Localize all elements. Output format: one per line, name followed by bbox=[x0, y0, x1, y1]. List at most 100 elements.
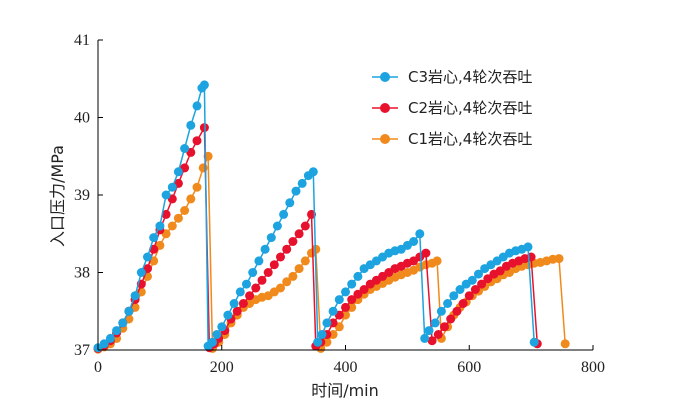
data-point bbox=[155, 221, 165, 231]
data-point bbox=[313, 337, 323, 347]
ticks: 0 200 400 600 800 37 38 39 40 41 bbox=[74, 32, 605, 376]
data-point bbox=[328, 330, 338, 339]
x-tick-label: 800 bbox=[581, 359, 605, 376]
data-point bbox=[192, 136, 202, 146]
data-point bbox=[217, 322, 227, 332]
data-point bbox=[124, 306, 134, 316]
x-axis-title: 时间/min bbox=[311, 381, 379, 400]
data-point bbox=[276, 252, 285, 262]
data-point bbox=[272, 221, 282, 231]
data-point bbox=[180, 206, 190, 215]
y-axis-title: 入口压力/MPa bbox=[48, 145, 67, 247]
data-point bbox=[212, 330, 222, 339]
data-point bbox=[474, 269, 483, 279]
data-point bbox=[458, 299, 468, 308]
data-point bbox=[282, 244, 292, 254]
data-point bbox=[248, 268, 258, 277]
data-point bbox=[432, 256, 442, 266]
data-point bbox=[415, 229, 425, 239]
data-point bbox=[105, 333, 115, 343]
data-point bbox=[297, 178, 307, 188]
data-point bbox=[180, 144, 190, 153]
data-point bbox=[235, 287, 245, 297]
legend-label: C1岩心,4轮次吞吐 bbox=[408, 130, 532, 148]
data-point bbox=[347, 295, 357, 305]
y-tick-label: 41 bbox=[74, 32, 90, 49]
data-point bbox=[470, 285, 480, 294]
data-point bbox=[167, 182, 177, 192]
legend-marker bbox=[380, 134, 390, 144]
data-point bbox=[424, 326, 434, 336]
data-point bbox=[347, 279, 357, 289]
data-point bbox=[455, 285, 465, 294]
data-point bbox=[186, 120, 196, 130]
data-point bbox=[477, 279, 487, 289]
legend: C3岩心,4轮次吞吐 C2岩心,4轮次吞吐 C1岩心,4轮次吞吐 bbox=[372, 68, 532, 148]
data-point bbox=[322, 318, 332, 328]
data-point bbox=[353, 271, 363, 281]
data-point bbox=[263, 268, 273, 277]
data-point bbox=[285, 198, 295, 208]
data-point bbox=[294, 229, 304, 239]
data-point bbox=[229, 299, 239, 308]
data-point bbox=[173, 213, 183, 223]
data-point bbox=[282, 277, 292, 287]
x-tick-label: 200 bbox=[210, 359, 234, 376]
data-point bbox=[420, 333, 430, 343]
data-point bbox=[288, 271, 298, 281]
data-point bbox=[467, 275, 477, 285]
data-point bbox=[288, 237, 298, 246]
data-point bbox=[161, 209, 171, 219]
data-point bbox=[446, 314, 456, 324]
legend-label: C3岩心,4轮次吞吐 bbox=[408, 68, 532, 86]
data-point bbox=[167, 221, 177, 231]
legend-marker bbox=[380, 72, 390, 82]
data-point bbox=[199, 80, 209, 90]
data-point bbox=[421, 248, 431, 258]
data-point bbox=[341, 287, 350, 297]
data-point bbox=[291, 186, 301, 196]
series-layer bbox=[93, 80, 570, 354]
data-point bbox=[130, 291, 140, 301]
data-point bbox=[266, 233, 276, 243]
y-tick-label: 37 bbox=[74, 342, 90, 359]
data-point bbox=[464, 291, 474, 301]
data-point bbox=[238, 299, 248, 308]
data-point bbox=[347, 302, 357, 312]
data-point bbox=[260, 244, 270, 254]
data-point bbox=[328, 306, 338, 316]
data-point bbox=[149, 233, 159, 243]
data-point bbox=[208, 337, 217, 347]
y-tick-label: 38 bbox=[74, 265, 90, 282]
data-point bbox=[436, 306, 446, 316]
data-point bbox=[173, 167, 183, 177]
data-point bbox=[483, 274, 493, 284]
data-point bbox=[308, 167, 318, 177]
data-point bbox=[554, 254, 564, 264]
data-point bbox=[341, 310, 350, 320]
data-point bbox=[223, 310, 233, 320]
data-point bbox=[449, 291, 459, 301]
data-point bbox=[143, 252, 152, 262]
data-point bbox=[443, 299, 453, 308]
data-point bbox=[112, 326, 122, 336]
data-point bbox=[186, 194, 196, 204]
data-point bbox=[118, 318, 128, 328]
data-point bbox=[300, 256, 310, 266]
data-point bbox=[430, 318, 440, 328]
data-point bbox=[276, 283, 285, 293]
data-point bbox=[433, 330, 443, 339]
data-point bbox=[409, 237, 419, 246]
data-point bbox=[427, 336, 437, 346]
data-point bbox=[328, 318, 338, 328]
data-point bbox=[523, 242, 533, 252]
data-point bbox=[334, 295, 344, 305]
data-point bbox=[251, 283, 261, 293]
data-point bbox=[257, 275, 267, 285]
data-point bbox=[254, 256, 264, 266]
legend-label: C2岩心,4轮次吞吐 bbox=[408, 99, 532, 117]
data-point bbox=[317, 330, 327, 339]
legend-marker bbox=[380, 103, 390, 113]
data-point bbox=[192, 182, 202, 192]
